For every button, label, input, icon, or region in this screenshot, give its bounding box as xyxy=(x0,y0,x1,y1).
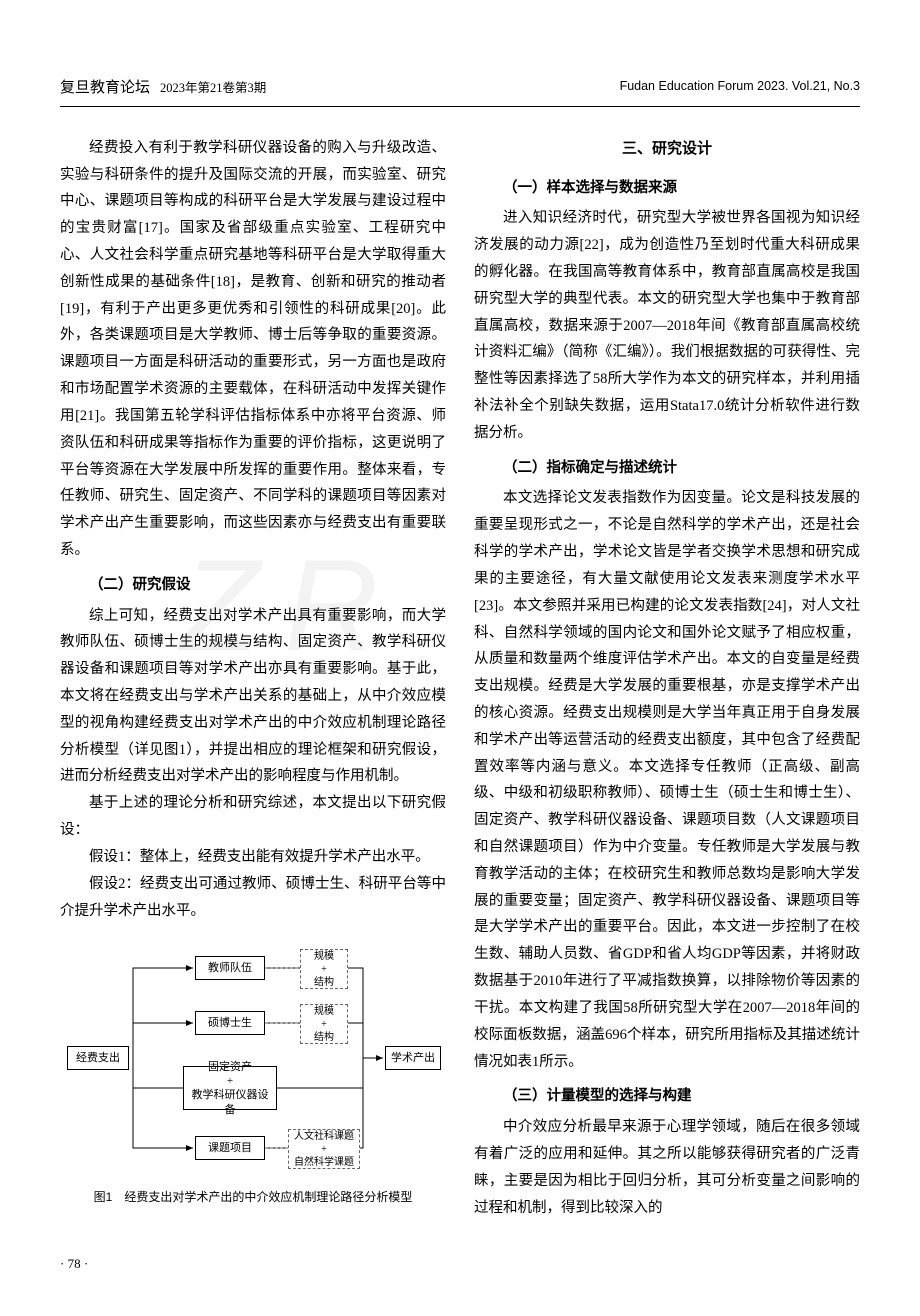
body-paragraph: 进入知识经济时代，研究型大学被世界各国视为知识经济发展的动力源[22]，成为创造… xyxy=(474,205,860,446)
page-number: · 78 · xyxy=(60,1252,860,1276)
flow-node-detail: 人文社科课题 + 自然科学课题 xyxy=(288,1129,360,1169)
issue-info-cn: 2023年第21卷第3期 xyxy=(160,77,266,100)
body-paragraph: 本文选择论文发表指数作为因变量。论文是科技发展的重要呈现形式之一，不论是自然科学… xyxy=(474,485,860,1075)
subsection-title: （二）研究假设 xyxy=(60,572,446,599)
flow-node-detail: 规模 + 结构 xyxy=(300,1004,348,1044)
figure-caption: 图1 经费支出对学术产出的中介效应机制理论路径分析模型 xyxy=(60,1186,446,1208)
body-paragraph: 假设2：经费支出可通过教师、硕博士生、科研平台等中介提升学术产出水平。 xyxy=(60,871,446,925)
body-paragraph: 经费投入有利于教学科研仪器设备的购入与升级改造、实验与科研条件的提升及国际交流的… xyxy=(60,135,446,564)
flow-node-mediator: 课题项目 xyxy=(195,1136,265,1160)
body-paragraph: 基于上述的理论分析和研究综述，本文提出以下研究假设： xyxy=(60,790,446,844)
subsection-title: （三）计量模型的选择与构建 xyxy=(474,1083,860,1110)
flow-node-mediator: 硕博士生 xyxy=(195,1011,265,1035)
body-columns: 经费投入有利于教学科研仪器设备的购入与升级改造、实验与科研条件的提升及国际交流的… xyxy=(60,135,860,1224)
body-paragraph: 假设1：整体上，经费支出能有效提升学术产出水平。 xyxy=(60,844,446,871)
subsection-title: （一）样本选择与数据来源 xyxy=(474,175,860,202)
flow-node-detail: 规模 + 结构 xyxy=(300,949,348,989)
section-title: 三、研究设计 xyxy=(474,135,860,163)
subsection-title: （二）指标确定与描述统计 xyxy=(474,455,860,482)
journal-name-cn: 复旦教育论坛 xyxy=(60,75,150,103)
header-left: 复旦教育论坛 2023年第21卷第3期 xyxy=(60,75,266,103)
flow-node-source: 经费支出 xyxy=(67,1046,129,1070)
body-paragraph: 综上可知，经费支出对学术产出具有重要影响，而大学教师队伍、硕博士生的规模与结构、… xyxy=(60,603,446,791)
flow-node-target: 学术产出 xyxy=(385,1046,441,1070)
page-header: 复旦教育论坛 2023年第21卷第3期 Fudan Education Foru… xyxy=(60,75,860,107)
journal-name-en: Fudan Education Forum 2023. Vol.21, No.3 xyxy=(620,75,860,103)
flow-node-mediator: 固定资产 + 教学科研仪器设备 xyxy=(183,1066,277,1110)
flowchart: 经费支出 学术产出 教师队伍 硕博士生 固定资产 + 教学科研仪器设备 课题项目… xyxy=(63,938,443,1178)
figure-1: 经费支出 学术产出 教师队伍 硕博士生 固定资产 + 教学科研仪器设备 课题项目… xyxy=(60,938,446,1208)
body-paragraph: 中介效应分析最早来源于心理学领域，随后在很多领域有着广泛的应用和延伸。其之所以能… xyxy=(474,1114,860,1221)
flow-node-mediator: 教师队伍 xyxy=(195,956,265,980)
